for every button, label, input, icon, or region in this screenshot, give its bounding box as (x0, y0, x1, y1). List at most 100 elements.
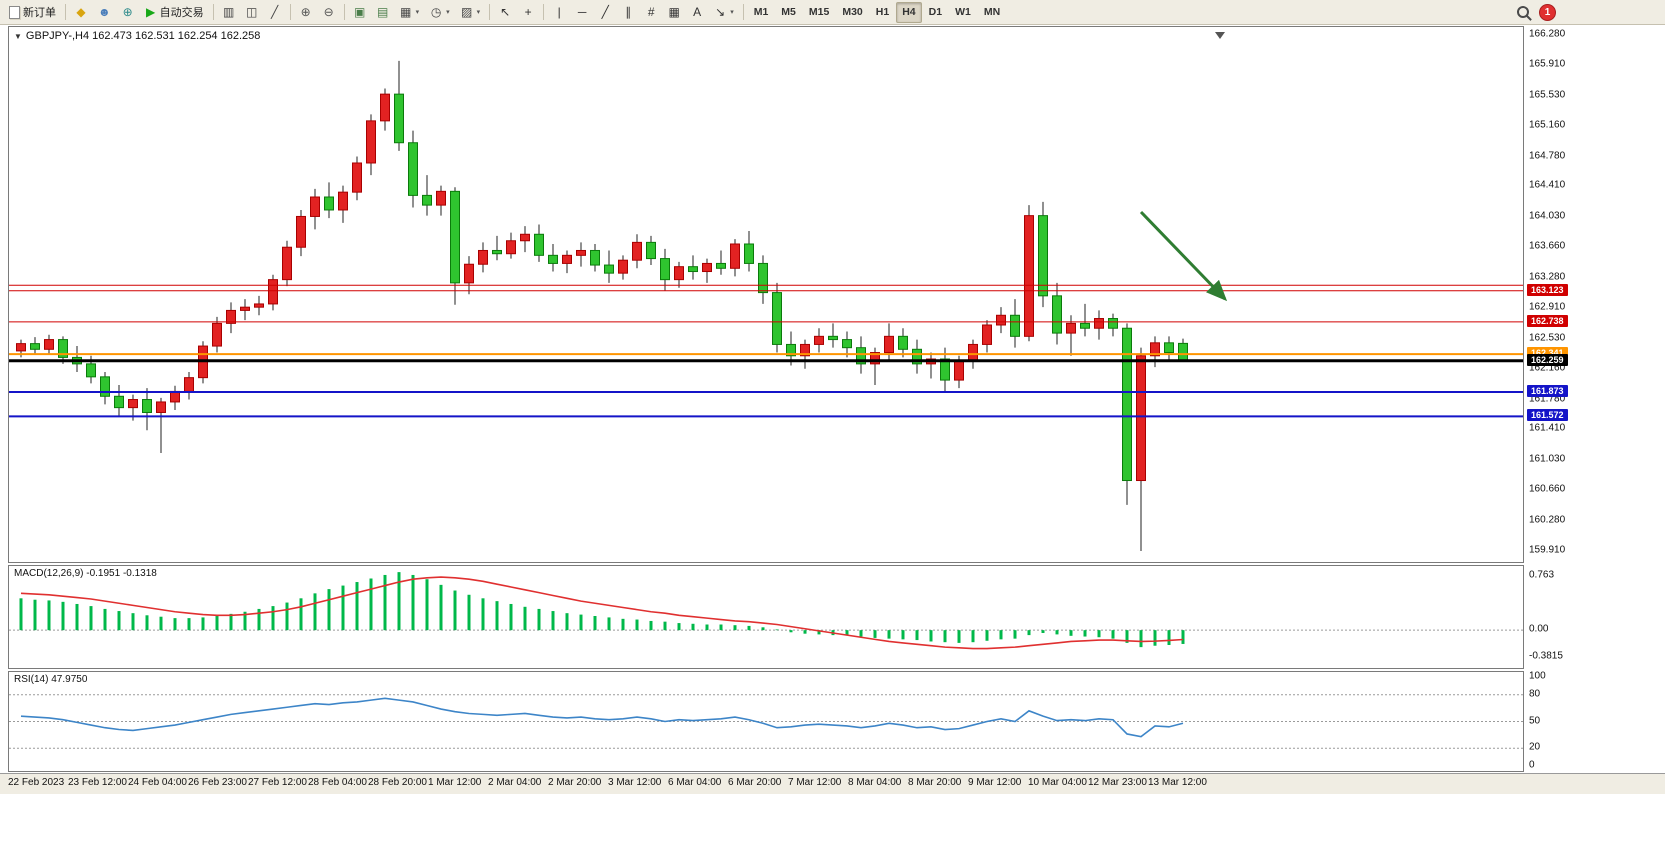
time-axis-label: 24 Feb 04:00 (128, 777, 187, 788)
rsi-axis[interactable]: 100 80 50 20 0 (1526, 671, 1665, 772)
tile-windows-icon[interactable]: ▣ (349, 2, 371, 23)
cursor-icon[interactable]: ↖ (494, 2, 516, 23)
timeframe-mn[interactable]: MN (983, 6, 1001, 18)
time-axis[interactable]: 22 Feb 2023 23 Feb 12:00 24 Feb 04:00 26 Fe… (0, 773, 1665, 794)
macd-axis-label: 0.00 (1529, 623, 1549, 635)
rsi-axis-label: 0 (1529, 759, 1535, 771)
template-image-icon[interactable]: ▨ ▾ (456, 2, 486, 23)
time-axis-label: 3 Mar 12:00 (608, 777, 662, 788)
channel-icon[interactable]: ∥ (617, 2, 639, 23)
line-chart-icon: ╱ (271, 5, 279, 19)
time-axis-label: 9 Mar 12:00 (968, 777, 1022, 788)
time-axis-label: 6 Mar 20:00 (728, 777, 782, 788)
price-axis[interactable]: 166.280 165.910 165.530 165.160 164.780 164.4… (1526, 26, 1665, 563)
price-axis-label: 164.410 (1529, 179, 1566, 191)
price-axis-label: 162.910 (1529, 301, 1566, 313)
rsi-axis-label: 20 (1529, 741, 1541, 753)
notification-badge[interactable]: 1 (1539, 3, 1556, 21)
cascade-windows-icon: ▤ (376, 5, 389, 19)
main-chart-panel[interactable]: ▼ GBPJPY-,H4 162.473 162.531 162.254 162… (8, 26, 1524, 563)
time-axis-label: 28 Feb 20:00 (368, 777, 427, 788)
user-icon[interactable]: ☻ (93, 2, 116, 23)
tile-windows-icon: ▣ (353, 5, 366, 19)
price-axis-label: 159.910 (1529, 544, 1566, 556)
time-axis-label: 10 Mar 04:00 (1028, 777, 1087, 788)
time-axis-label: 12 Mar 23:00 (1088, 777, 1147, 788)
globe-icon: ⊕ (122, 5, 133, 19)
period-clock-icon[interactable]: ◷ ▾ (425, 2, 455, 23)
price-axis-label: 160.280 (1529, 514, 1566, 526)
fibonacci-icon: # (647, 5, 655, 19)
channel-icon: ∥ (625, 5, 632, 19)
bar-chart-icon: ▥ (222, 5, 235, 19)
price-axis-label: 164.780 (1529, 150, 1566, 161)
new-order-button[interactable]: 新订单 (4, 2, 61, 23)
time-axis-label: 7 Mar 12:00 (788, 777, 842, 788)
globe-icon[interactable]: ⊕ (117, 2, 139, 23)
shapes-icon: ▦ (668, 5, 680, 19)
new-chart-icon[interactable]: ▦ ▾ (395, 2, 425, 23)
timeframe-d1[interactable]: D1 (928, 6, 943, 18)
text-icon[interactable]: A (686, 2, 708, 23)
price-axis-label: 165.530 (1529, 89, 1566, 101)
time-axis-label: 13 Mar 12:00 (1148, 777, 1207, 788)
zoom-in-icon: ⊕ (300, 5, 311, 19)
document-icon (9, 5, 20, 19)
macd-axis-label: 0.763 (1529, 569, 1555, 581)
timeframe-w1[interactable]: W1 (955, 6, 971, 18)
timeframe-group: M1 M5 M15 M30 H1 H4 D1 W1 MN (748, 1, 1006, 23)
trendline-icon: ╱ (601, 5, 609, 19)
time-axis-label: 22 Feb 2023 (8, 777, 65, 788)
macd-axis[interactable]: 0.763 0.00 -0.3815 (1526, 565, 1665, 669)
timeframe-m30[interactable]: M30 (842, 6, 863, 18)
candlestick-chart[interactable] (9, 27, 1523, 562)
price-axis-label: 163.660 (1529, 240, 1566, 252)
auto-trading-button-label: 自动交易 (159, 7, 204, 19)
price-tag: 161.873 (1527, 384, 1568, 397)
time-axis-label: 23 Feb 12:00 (68, 777, 127, 788)
macd-panel[interactable]: MACD(12,26,9) -0.1951 -0.1318 (8, 565, 1524, 669)
timeframe-m1[interactable]: M1 (753, 6, 769, 18)
time-axis-label: 1 Mar 12:00 (428, 777, 482, 788)
timeframe-h4[interactable]: H4 (896, 1, 922, 23)
price-axis-label: 162.530 (1529, 332, 1566, 344)
timeframe-m5[interactable]: M5 (781, 6, 796, 18)
toolbar-items: 新订单 ◆ ☻ ⊕ ▶ 自动交易 ▥ ◫ ╱ ⊕ ⊖ ▣ ▤ ▦ ▾ ◷ ▾ ▨ ▾ ↖ + | ─ ╱ ∥ # ▦ A ↘ ▾ (4, 2, 747, 23)
rsi-chart[interactable] (9, 672, 1523, 771)
search-icon[interactable] (1517, 6, 1529, 18)
zoom-in-icon[interactable]: ⊕ (295, 2, 317, 23)
macd-chart[interactable] (9, 566, 1523, 668)
crosshair-icon[interactable]: + (517, 2, 539, 23)
price-tag: 161.572 (1527, 409, 1568, 422)
vertical-line-icon[interactable]: | (548, 2, 570, 23)
bar-chart-icon[interactable]: ▥ (218, 2, 240, 23)
toolbar-separator (543, 4, 545, 20)
rsi-panel[interactable]: RSI(14) 47.9750 (8, 671, 1524, 772)
auto-trading-button[interactable]: ▶ 自动交易 (140, 2, 209, 23)
cascade-windows-icon[interactable]: ▤ (372, 2, 394, 23)
dropdown-arrow-icon: ▾ (415, 9, 420, 16)
trendline-icon[interactable]: ╱ (594, 2, 616, 23)
arrows-icon[interactable]: ↘ ▾ (709, 2, 739, 23)
cursor-icon: ↖ (500, 5, 511, 19)
price-axis-label: 161.780 (1529, 393, 1566, 405)
chevron-down-icon: ▼ (14, 31, 22, 41)
zoom-out-icon[interactable]: ⊖ (318, 2, 340, 23)
price-axis-label: 165.910 (1529, 58, 1566, 70)
timeframe-m15[interactable]: M15 (808, 6, 830, 18)
charts-profile-icon[interactable]: ◆ (70, 2, 92, 23)
timeframe-h1[interactable]: H1 (875, 6, 890, 18)
vertical-line-icon: | (557, 5, 561, 19)
shapes-icon[interactable]: ▦ (663, 2, 685, 23)
price-tag: 162.738 (1527, 314, 1568, 327)
candlestick-icon[interactable]: ◫ (241, 2, 263, 23)
fibonacci-icon[interactable]: # (640, 2, 662, 23)
toolbar-separator (742, 4, 744, 20)
chart-title-text: GBPJPY-,H4 162.473 162.531 162.254 162.2… (25, 30, 261, 42)
toolbar-separator (489, 4, 491, 20)
horizontal-line-icon[interactable]: ─ (571, 2, 593, 23)
crosshair-icon: + (524, 5, 532, 19)
zoom-out-icon: ⊖ (323, 5, 334, 19)
line-chart-icon[interactable]: ╱ (264, 2, 286, 23)
horizontal-line-icon: ─ (577, 5, 587, 19)
